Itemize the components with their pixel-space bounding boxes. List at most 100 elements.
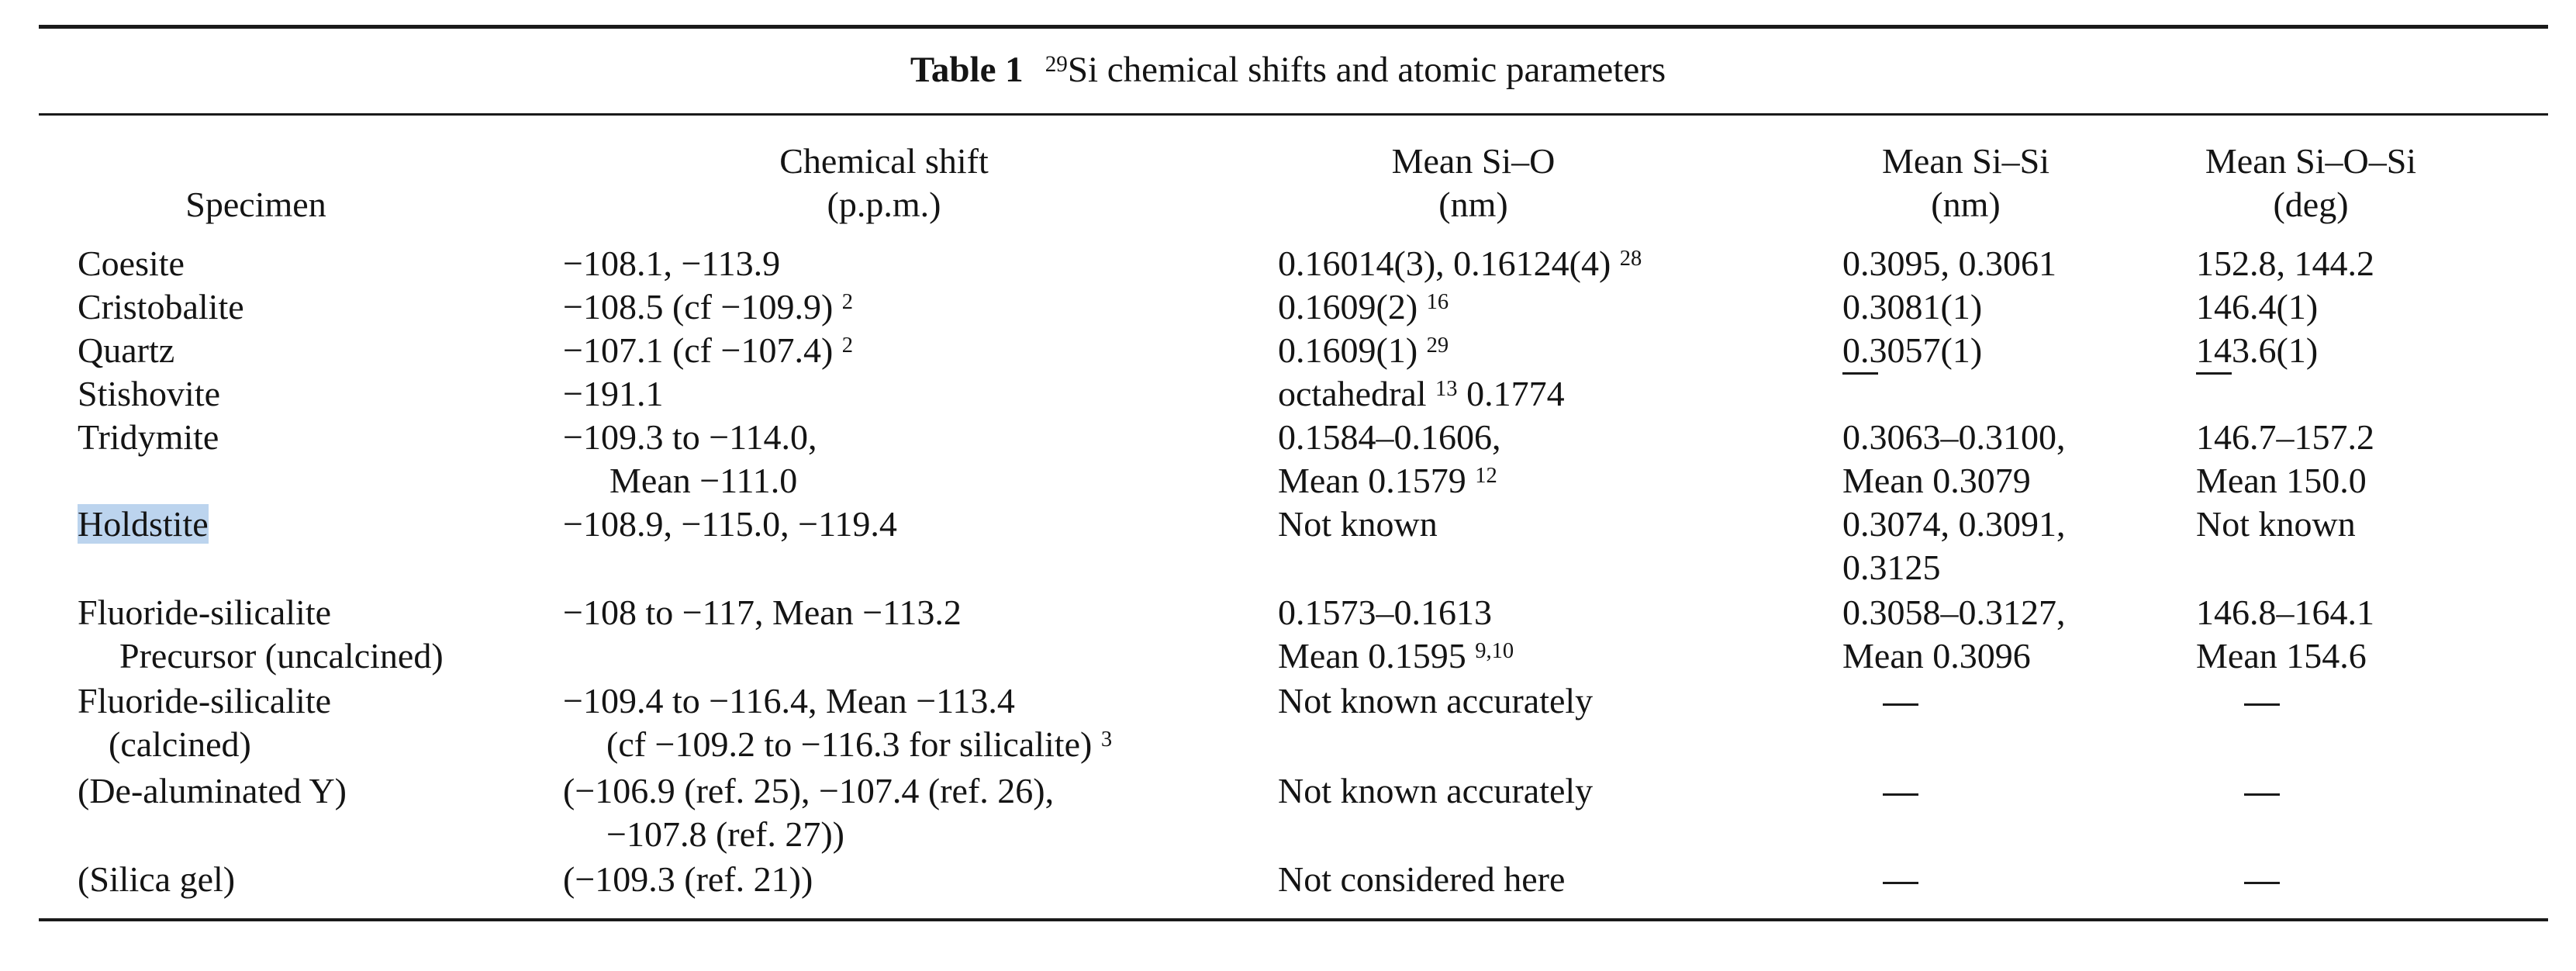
mean-si-o-si-cell: Not known [2196, 504, 2356, 544]
specimen-cell: Cristobalite [78, 287, 244, 327]
header-specimen: Specimen [185, 185, 326, 224]
mean-si-o-si-cell [2196, 769, 2328, 813]
header-mean-si-si: Mean Si–Si (nm) [1846, 140, 2086, 226]
mean-si-o-si-cell: 152.8, 144.2 [2196, 244, 2374, 283]
specimen-cell: Quartz [78, 330, 175, 370]
mean-si-o-value: 0.1609(1) [1278, 330, 1418, 370]
mean-si-o-value: 0.1609(2) [1278, 287, 1418, 327]
mean-si-o-cell: 0.1609(2) 16 [1278, 285, 1449, 329]
mean-si-o-mean: Mean 0.1595 9,10 [1278, 634, 1514, 678]
mean-si-si-cell [1842, 858, 1959, 901]
specimen-cell: Holdstite [78, 503, 209, 546]
reference-superscript: 2 [841, 333, 854, 358]
chemical-shift-cell: −109.4 to −116.4, Mean −113.4 (cf −109.2… [563, 679, 1112, 766]
header-mean-si-o-si-unit: (deg) [2273, 185, 2349, 224]
chemical-shift-cell: −191.1 [563, 374, 664, 413]
header-mean-si-o-si-line1: Mean Si–O–Si [2205, 141, 2417, 181]
table-label: Table 1 [910, 50, 1024, 90]
mean-si-si-range: 0.3058–0.3127, [1842, 593, 2066, 632]
coordination-note: octahedral [1278, 374, 1427, 413]
mean-si-o-cell: Not known accurately [1278, 771, 1594, 810]
specimen-name: Fluoride-silicalite [78, 681, 332, 720]
header-mean-si-si-unit: (nm) [1931, 185, 2001, 224]
mean-si-o-si-mean: Mean 150.0 [2196, 461, 2367, 500]
reference-superscript: 16 [1426, 290, 1449, 315]
specimen-cell: (De-aluminated Y) [78, 771, 347, 810]
specimen-qualifier: (calcined) [109, 724, 251, 764]
mean-si-o-si-cell: 146.4(1) [2196, 287, 2319, 327]
mean-si-si-cell: 0.3058–0.3127, Mean 0.3096 [1842, 591, 2066, 678]
specimen-cell: Coesite [78, 244, 185, 283]
header-mean-si-o: Mean Si–O (nm) [1334, 140, 1613, 226]
mean-si-si-mean: Mean 0.3096 [1842, 636, 2031, 676]
chemical-shift-cell: −108.1, −113.9 [563, 244, 781, 283]
mean-si-si-cell: 0.3095, 0.3061 [1842, 244, 2056, 283]
header-mean-si-o-line1: Mean Si–O [1391, 141, 1556, 181]
chemical-shift-value: −108.5 (cf −109.9) [563, 287, 834, 327]
header-mean-si-o-unit: (nm) [1438, 185, 1508, 224]
isotope-superscript: 29 [1045, 51, 1068, 77]
specimen-name: Fluoride-silicalite [78, 593, 332, 632]
mean-si-si-cell: 0.3057(1) [1842, 330, 1983, 370]
specimen-cell: Fluoride-silicalite (calcined) [78, 679, 331, 766]
mean-si-si-cell: 0.3081(1) [1842, 287, 1983, 327]
mean-si-o-value: 0.1774 [1466, 374, 1565, 413]
mean-si-o-cell: 0.1573–0.1613 Mean 0.1595 9,10 [1278, 591, 1514, 678]
mean-si-si-cell: 0.3074, 0.3091, 0.3125 [1842, 503, 2066, 589]
mean-si-si-values: 0.3074, 0.3091, [1842, 504, 2066, 544]
table-caption: Table 1 29Si chemical shifts and atomic p… [0, 48, 2576, 92]
specimen-qualifier: Precursor (uncalcined) [119, 636, 444, 676]
chemical-shift-cell: −108.5 (cf −109.9) 2 [563, 285, 853, 329]
mean-si-si-cell [1842, 769, 1959, 813]
mean-si-o-mean: Mean 0.1579 12 [1278, 459, 1501, 503]
header-chemical-shift-unit: (p.p.m.) [827, 185, 941, 224]
chemical-shift-cell: −108 to −117, Mean −113.2 [563, 593, 962, 632]
mean-si-o-si-cell [2196, 679, 2328, 723]
specimen-cell: Tridymite [78, 417, 219, 457]
mean-si-o-si-range: 146.8–164.1 [2196, 593, 2374, 632]
dash [2244, 703, 2280, 706]
dash [2244, 881, 2280, 884]
specimen-cell: Stishovite [78, 374, 221, 413]
mean-si-o-si-cell: 146.8–164.1 Mean 154.6 [2196, 591, 2374, 678]
reference-superscript: 29 [1426, 333, 1449, 358]
mean-si-o-cell: Not considered here [1278, 859, 1566, 899]
dash [1883, 881, 1918, 884]
mean-si-o-range: 0.1584–0.1606, [1278, 417, 1501, 457]
specimen-cell: (Silica gel) [78, 859, 236, 899]
mean-si-o-cell: Not known [1278, 504, 1438, 544]
reference-superscript: 28 [1619, 247, 1642, 271]
dash [2244, 793, 2280, 796]
header-mean-si-o-si: Mean Si–O–Si (deg) [2171, 140, 2450, 226]
mean-si-o-value: 0.16014(3), 0.16124(4) [1278, 244, 1611, 283]
dash [2196, 372, 2232, 375]
mean-si-si-mean: Mean 0.3079 [1842, 461, 2031, 500]
mean-si-o-si-cell: 143.6(1) [2196, 330, 2319, 370]
top-rule [39, 25, 2548, 29]
selected-text[interactable]: Holdstite [78, 504, 209, 544]
mean-si-si-cell: 0.3063–0.3100, Mean 0.3079 [1842, 416, 2066, 503]
mean-si-si-range: 0.3063–0.3100, [1842, 417, 2066, 457]
mean-si-o-cell: Not known accurately [1278, 681, 1594, 720]
caption-text: Si chemical shifts and atomic parameters [1067, 50, 1666, 90]
chemical-shift-cell: (−106.9 (ref. 25), −107.4 (ref. 26), −10… [563, 769, 1054, 856]
chemical-shift-cell: −109.3 to −114.0, Mean −111.0 [563, 416, 817, 503]
mean-si-o-cell: 0.1584–0.1606, Mean 0.1579 12 [1278, 416, 1501, 503]
chemical-shift-values: (−106.9 (ref. 25), −107.4 (ref. 26), [563, 771, 1055, 810]
mean-si-o-cell: 0.16014(3), 0.16124(4) 28 [1278, 242, 1642, 285]
header-mean-si-si-line1: Mean Si–Si [1882, 141, 2049, 181]
mean-si-o-si-cell: 146.7–157.2 Mean 150.0 [2196, 416, 2374, 503]
mean-si-o-value: Mean 0.1595 [1278, 636, 1466, 676]
chemical-shift-comparison: (cf −109.2 to −116.3 for silicalite) 3 [563, 723, 1112, 766]
specimen-cell: Fluoride-silicalite Precursor (uncalcine… [78, 591, 444, 678]
chemical-shift-mean: Mean −111.0 [609, 461, 798, 500]
mean-si-o-cell: octahedral 13 0.1774 [1278, 372, 1565, 416]
mean-si-o-cell: 0.1609(1) 29 [1278, 329, 1449, 372]
dash [1842, 372, 1878, 375]
bottom-rule [39, 918, 2548, 921]
reference-superscript: 12 [1475, 464, 1497, 489]
header-chemical-shift-line1: Chemical shift [779, 141, 989, 181]
chemical-shift-cell: −108.9, −115.0, −119.4 [563, 504, 897, 544]
header-rule [39, 113, 2548, 116]
mean-si-o-si-cell [2196, 372, 2328, 375]
